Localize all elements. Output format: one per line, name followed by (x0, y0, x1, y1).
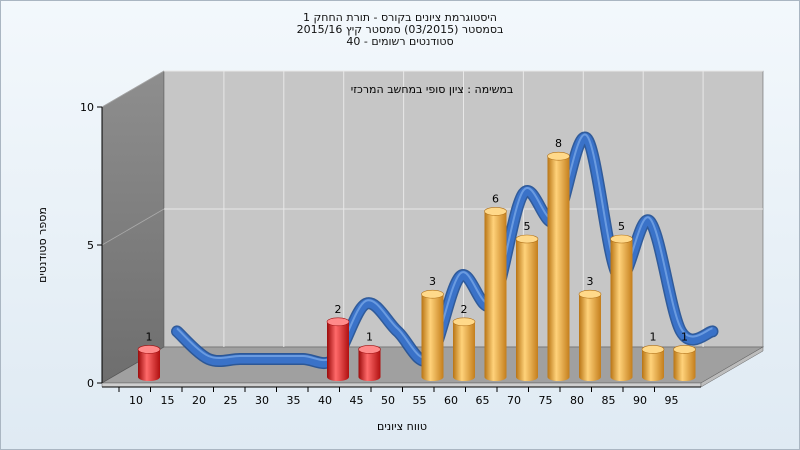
histogram-bar: 1 (358, 330, 381, 381)
x-tick-label: 25 (224, 394, 238, 407)
x-tick-label: 35 (287, 394, 301, 407)
x-tick-label: 75 (539, 394, 553, 407)
bar-value-label: 5 (524, 220, 531, 233)
x-tick-label: 50 (381, 394, 395, 407)
x-tick-label: 15 (161, 394, 175, 407)
x-tick-label: 70 (507, 394, 521, 407)
grid-line-side (101, 70, 165, 108)
y-tick-label: 5 (87, 239, 94, 252)
bar-value-label: 5 (618, 220, 625, 233)
bar-value-label: 2 (461, 303, 468, 316)
chart-subtitle: במשימה : ציון סופי במחשב המרכזי (351, 83, 514, 96)
bar-top (326, 317, 350, 327)
bar-top (641, 345, 665, 354)
bar-value-label: 1 (681, 330, 688, 343)
bar-top (137, 345, 161, 354)
histogram-bar: 6 (484, 192, 507, 381)
bar-body (484, 211, 507, 381)
bar-value-label: 3 (587, 275, 594, 288)
bar-value-label: 1 (146, 330, 153, 343)
bar-body (516, 239, 538, 381)
y-tick-label: 10 (80, 101, 94, 114)
histogram-bar: 1 (137, 330, 161, 381)
bar-body (579, 294, 601, 381)
x-tick-label: 95 (665, 394, 679, 407)
bar-body (642, 349, 664, 381)
bar-value-label: 6 (492, 192, 499, 205)
grid-line-side (101, 208, 165, 246)
histogram-bar: 1 (641, 330, 665, 381)
histogram-bar: 8 (547, 137, 570, 381)
bar-value-label: 3 (429, 275, 436, 288)
bar-top (547, 151, 570, 161)
x-tick-label: 20 (192, 394, 206, 407)
bar-top (610, 234, 633, 244)
bar-top (421, 289, 444, 299)
floor-front-edge (101, 382, 702, 388)
x-tick-label: 85 (602, 394, 616, 407)
chart-title-line-1: היסטוגרמת ציונים בקורס - תורת החחק 1 (303, 11, 497, 24)
bar-top (515, 234, 539, 244)
bar-body (358, 349, 381, 381)
bar-top (484, 207, 507, 216)
x-tick-label: 65 (476, 394, 490, 407)
bar-value-label: 2 (335, 303, 342, 316)
bar-body (610, 239, 633, 381)
floor-right-edge (700, 346, 764, 388)
x-tick-label: 45 (350, 394, 364, 407)
bar-body (421, 294, 444, 381)
bar-top (673, 345, 696, 354)
y-tick-label: 0 (87, 377, 94, 390)
histogram-bar: 1 (673, 330, 696, 381)
x-tick-label: 40 (318, 394, 332, 407)
bar-top (452, 317, 476, 327)
histogram-bar: 2 (326, 303, 350, 381)
x-tick-label: 60 (444, 394, 458, 407)
bar-value-label: 1 (366, 330, 373, 343)
histogram-bar: 2 (452, 303, 476, 381)
x-tick-label: 30 (255, 394, 269, 407)
histogram-bar: 5 (515, 220, 539, 381)
x-tick-label: 10 (129, 394, 143, 407)
bar-top (358, 345, 381, 354)
histogram-bar: 3 (578, 275, 602, 381)
chart-title-line-3: סטודנטים רשומים - 40 (346, 35, 454, 48)
bar-value-label: 1 (650, 330, 657, 343)
bar-body (453, 321, 475, 381)
x-tick-label: 80 (570, 394, 584, 407)
chart-title-line-2: בסמסטר (03/2015) סמסטר קיץ 2015/16 (296, 23, 504, 36)
bar-body (138, 349, 160, 381)
bar-body (547, 156, 570, 381)
x-tick-label: 55 (413, 394, 427, 407)
histogram-bar: 5 (610, 220, 633, 381)
x-tick-label: 90 (633, 394, 647, 407)
bar-value-label: 8 (555, 137, 562, 150)
y-axis-label: מספר סטודנטים (36, 207, 49, 283)
bar-top (578, 289, 602, 299)
histogram-bar: 3 (421, 275, 444, 381)
x-axis-label: טווח ציונים (377, 420, 427, 433)
bar-body (327, 321, 349, 381)
bar-body (673, 349, 696, 381)
